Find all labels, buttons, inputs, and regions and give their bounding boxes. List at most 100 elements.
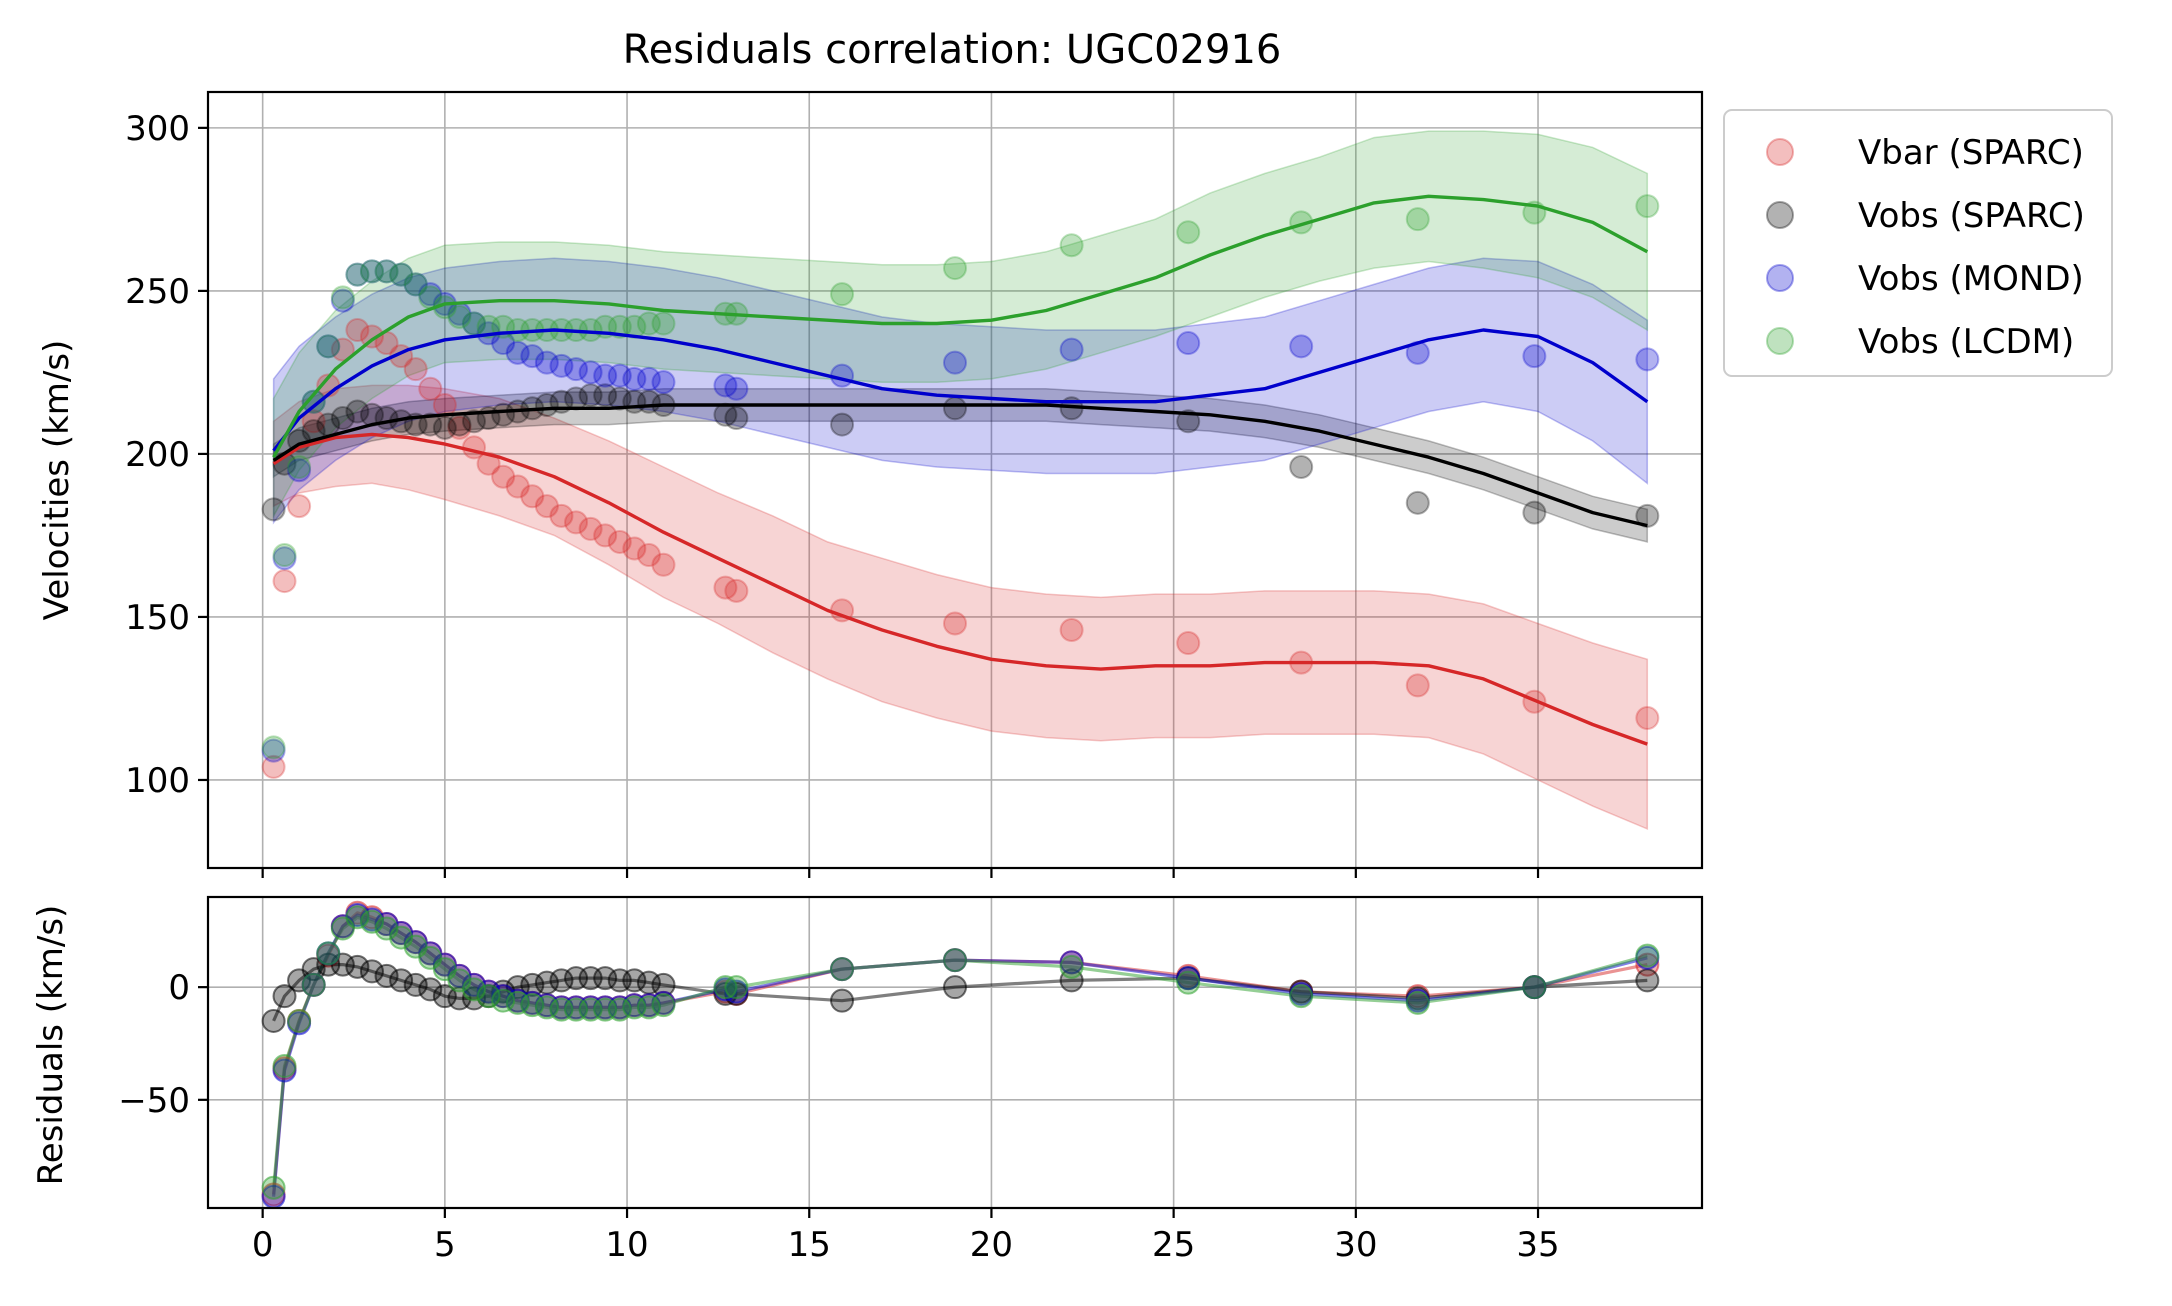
point-vobs-sparc xyxy=(432,415,457,440)
fit-line-vbar-sparc xyxy=(272,432,1648,746)
point-vobs-sparc xyxy=(261,497,286,522)
residual-point-vobs-lcdm xyxy=(389,925,414,950)
residual-line-vobs-lcdm xyxy=(272,915,1648,1188)
residual-point-vobs-lcdm xyxy=(447,968,472,993)
point-vobs-sparc xyxy=(724,406,749,431)
band-vbar-sparc xyxy=(272,384,1649,831)
residual-point-vobs-sparc xyxy=(345,954,370,979)
y-axis-label-residuals: Residuals (km/s) xyxy=(31,905,71,1186)
point-vbar-sparc xyxy=(651,552,676,577)
point-vobs-mond xyxy=(578,360,603,385)
point-vbar-sparc xyxy=(578,516,603,541)
bottom-x-tick-label: 15 xyxy=(788,1225,831,1265)
point-vbar-sparc xyxy=(1635,706,1660,731)
point-vobs-mond xyxy=(724,376,749,401)
point-vbar-sparc xyxy=(636,542,661,567)
point-vbar-sparc xyxy=(447,415,472,440)
residual-point-vobs-lcdm xyxy=(316,941,341,966)
point-vbar-sparc xyxy=(505,474,530,499)
legend-label-vobs-lcdm: Vobs (LCDM) xyxy=(1858,322,2074,362)
point-vobs-lcdm xyxy=(636,311,661,336)
legend-marker-vobs-lcdm xyxy=(1766,327,1794,355)
point-vobs-lcdm xyxy=(462,311,487,336)
point-vobs-lcdm xyxy=(330,285,355,310)
point-vbar-sparc xyxy=(261,754,286,779)
point-vbar-sparc xyxy=(418,376,443,401)
bottom-x-tick-label: 20 xyxy=(970,1225,1013,1265)
bottom-x-tick-label: 25 xyxy=(1152,1225,1195,1265)
point-vobs-mond xyxy=(403,272,428,297)
residual-point-vobs-lcdm xyxy=(261,1175,286,1200)
point-vbar-sparc xyxy=(622,536,647,561)
point-vobs-lcdm xyxy=(301,389,326,414)
point-vobs-mond xyxy=(272,546,297,571)
point-vobs-sparc xyxy=(607,386,632,411)
legend-marker-vobs-mond xyxy=(1766,264,1794,292)
residual-point-vobs-lcdm xyxy=(724,975,749,1000)
point-vobs-lcdm xyxy=(374,259,399,284)
point-vobs-mond xyxy=(287,458,312,483)
point-vbar-sparc xyxy=(593,523,618,548)
point-vobs-sparc xyxy=(345,399,370,424)
chart-title: Residuals correlation: UGC02916 xyxy=(623,27,1282,73)
residual-point-vobs-lcdm xyxy=(651,993,676,1018)
residual-point-vobs-lcdm xyxy=(1176,970,1201,995)
fit-line-vobs-sparc xyxy=(272,403,1648,528)
point-vobs-sparc xyxy=(462,409,487,434)
point-vobs-mond xyxy=(301,389,326,414)
point-vbar-sparc xyxy=(345,318,370,343)
residual-point-vobs-sparc xyxy=(359,959,384,984)
point-vobs-sparc xyxy=(943,396,967,421)
point-vobs-sparc xyxy=(330,406,355,431)
residual-point-vobs-sparc xyxy=(830,988,855,1013)
point-vobs-sparc xyxy=(1289,454,1314,479)
bottom-x-tick-label: 5 xyxy=(434,1225,456,1265)
residual-point-vobs-sparc xyxy=(1635,968,1660,993)
fit-line-vobs-mond xyxy=(272,328,1649,452)
residual-point-vobs-lcdm xyxy=(830,957,855,982)
legend-label-vbar-sparc: Vbar (SPARC) xyxy=(1858,133,2084,173)
point-vobs-lcdm xyxy=(1635,194,1660,219)
point-vobs-sparc xyxy=(1405,490,1430,515)
point-vbar-sparc xyxy=(549,503,574,528)
point-vbar-sparc xyxy=(359,324,384,349)
point-vobs-sparc xyxy=(578,383,603,408)
residual-point-vobs-lcdm xyxy=(476,984,501,1009)
point-vbar-sparc xyxy=(713,575,738,600)
point-vobs-lcdm xyxy=(359,259,384,284)
top-y-tick-label: 150 xyxy=(125,598,190,638)
point-vobs-mond xyxy=(330,288,355,313)
point-vobs-mond xyxy=(1176,331,1201,356)
residual-point-vobs-lcdm xyxy=(272,1054,297,1079)
residual-point-vobs-sparc xyxy=(418,977,443,1002)
point-vobs-mond xyxy=(713,373,738,398)
residual-point-vobs-sparc xyxy=(1059,968,1084,993)
point-vbar-sparc xyxy=(1059,617,1084,642)
point-vobs-mond xyxy=(651,370,676,395)
point-vobs-mond xyxy=(418,282,443,307)
residual-point-vobs-sparc xyxy=(943,975,967,1000)
point-vobs-lcdm xyxy=(389,262,414,287)
point-vbar-sparc xyxy=(564,510,589,535)
point-vobs-mond xyxy=(534,350,559,375)
residual-point-vobs-lcdm xyxy=(462,977,487,1002)
point-vbar-sparc xyxy=(943,611,967,636)
legend: Vbar (SPARC) Vobs (SPARC) Vobs (MOND) Vobs … xyxy=(1723,109,2113,377)
top-y-tick-label: 300 xyxy=(125,109,190,149)
bottom-axes-frame xyxy=(206,895,1704,1210)
point-vobs-sparc xyxy=(418,412,443,437)
point-vobs-lcdm xyxy=(651,311,676,336)
point-vobs-sparc xyxy=(830,412,855,437)
point-vobs-lcdm xyxy=(447,304,472,329)
residual-point-vobs-sparc xyxy=(403,972,428,997)
residual-point-vobs-sparc xyxy=(389,968,414,993)
residual-point-vobs-lcdm xyxy=(1289,984,1314,1009)
legend-label-vobs-sparc: Vobs (SPARC) xyxy=(1858,196,2085,236)
legend-box xyxy=(1723,109,2113,377)
point-vobs-lcdm xyxy=(403,272,428,297)
point-vobs-mond xyxy=(389,262,414,287)
point-vobs-mond xyxy=(943,350,967,375)
fit-line-vobs-lcdm xyxy=(272,194,1649,459)
point-vobs-mond xyxy=(1635,347,1660,372)
residual-point-vobs-lcdm xyxy=(301,972,326,997)
